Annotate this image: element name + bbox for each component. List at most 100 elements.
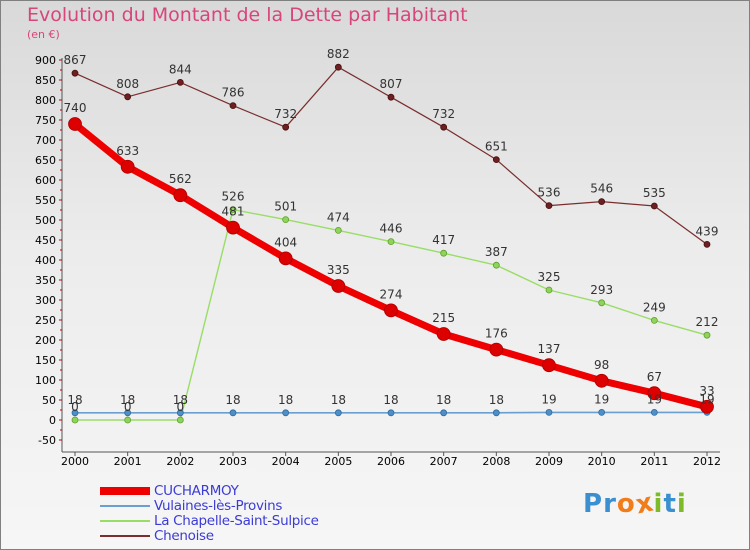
data-label-vulaines-les-provins: 18 — [331, 393, 346, 407]
data-point-la-chapelle-saint-sulpice — [229, 206, 237, 214]
data-label-vulaines-les-provins: 18 — [278, 393, 293, 407]
chart-title: Evolution du Montant de la Dette par Hab… — [27, 4, 468, 26]
y-tick-label: 550 — [35, 194, 56, 207]
x-tick-label: 2012 — [693, 455, 721, 468]
data-point-cucharmoy — [647, 386, 662, 401]
y-tick-label: 450 — [35, 234, 56, 247]
logo-letter: o — [616, 489, 636, 519]
data-point-la-chapelle-saint-sulpice — [492, 261, 500, 269]
data-label-cucharmoy: 404 — [274, 235, 297, 249]
data-point-cucharmoy — [594, 373, 609, 388]
data-point-la-chapelle-saint-sulpice — [282, 216, 290, 224]
y-tick-label: 650 — [35, 154, 56, 167]
data-label-vulaines-les-provins: 19 — [594, 392, 609, 406]
x-tick-label: 2008 — [482, 455, 510, 468]
x-tick-label: 2009 — [535, 455, 563, 468]
x-tick-label: 2007 — [430, 455, 458, 468]
data-label-chenoise: 732 — [432, 107, 455, 121]
y-tick-label: 100 — [35, 374, 56, 387]
y-tick-label: 700 — [35, 134, 56, 147]
x-tick-label: 2011 — [640, 455, 668, 468]
data-point-la-chapelle-saint-sulpice — [71, 416, 79, 424]
chart-subtitle: (en €) — [27, 28, 60, 41]
data-point-cucharmoy — [331, 279, 346, 293]
y-tick-label: 900 — [35, 54, 56, 67]
logo-letter: P — [583, 489, 604, 519]
data-label-la-chapelle-saint-sulpice: 501 — [274, 200, 297, 214]
data-point-la-chapelle-saint-sulpice — [545, 286, 553, 294]
data-point-chenoise — [387, 93, 395, 101]
x-tick-label: 2000 — [61, 455, 89, 468]
data-label-la-chapelle-saint-sulpice: 0 — [177, 400, 185, 414]
data-point-cucharmoy — [700, 399, 714, 414]
legend-label: CUCHARMOY — [154, 483, 239, 499]
legend-label: Chenoise — [154, 528, 214, 544]
y-tick-label: 150 — [35, 354, 56, 367]
y-tick-label: 850 — [35, 74, 56, 87]
data-point-chenoise — [703, 240, 711, 248]
data-label-chenoise: 651 — [485, 140, 508, 154]
data-point-la-chapelle-saint-sulpice — [387, 238, 395, 246]
legend-swatch — [100, 520, 150, 522]
logo-letter: i — [676, 489, 687, 519]
data-point-cucharmoy — [384, 303, 398, 318]
data-point-chenoise — [176, 79, 184, 86]
data-label-la-chapelle-saint-sulpice: 474 — [327, 210, 350, 224]
data-label-vulaines-les-provins: 18 — [67, 393, 82, 407]
data-point-vulaines-les-provins — [124, 409, 132, 417]
data-label-la-chapelle-saint-sulpice: 446 — [380, 222, 403, 236]
data-label-la-chapelle-saint-sulpice: 0 — [124, 400, 132, 414]
data-label-cucharmoy: 176 — [485, 327, 508, 341]
y-tick-label: 750 — [35, 114, 56, 127]
data-point-la-chapelle-saint-sulpice — [440, 249, 448, 257]
data-label-vulaines-les-provins: 19 — [541, 392, 556, 406]
data-point-vulaines-les-provins — [545, 408, 553, 416]
data-label-chenoise: 439 — [696, 224, 719, 238]
data-label-chenoise: 808 — [116, 77, 139, 91]
proxiti-logo: Proxiti — [583, 487, 687, 520]
data-point-cucharmoy — [436, 327, 451, 341]
data-label-cucharmoy: 562 — [169, 172, 192, 186]
data-label-chenoise: 807 — [380, 77, 403, 91]
y-tick-label: 600 — [35, 174, 56, 187]
data-label-la-chapelle-saint-sulpice: 526 — [222, 190, 245, 204]
data-label-cucharmoy: 633 — [116, 144, 139, 158]
legend-item-la-chapelle-saint-sulpice: La Chapelle-Saint-Sulpice — [100, 513, 380, 529]
data-point-chenoise — [124, 93, 132, 101]
logo-letter: i — [653, 489, 664, 519]
data-label-vulaines-les-provins: 18 — [225, 393, 240, 407]
data-point-vulaines-les-provins — [598, 408, 606, 416]
data-point-chenoise — [492, 156, 500, 164]
series-line-cucharmoy — [72, 121, 708, 411]
data-label-chenoise: 732 — [274, 107, 297, 121]
data-point-vulaines-les-provins — [282, 409, 290, 417]
data-label-vulaines-les-provins: 18 — [436, 393, 451, 407]
legend-swatch — [100, 487, 150, 495]
data-point-la-chapelle-saint-sulpice — [650, 316, 658, 324]
data-point-chenoise — [650, 202, 658, 210]
y-tick-label: 400 — [35, 254, 56, 267]
legend-item-cucharmoy: CUCHARMOY — [100, 483, 380, 499]
data-point-vulaines-les-provins — [387, 409, 395, 417]
data-label-la-chapelle-saint-sulpice: 212 — [696, 315, 719, 329]
data-label-la-chapelle-saint-sulpice: 293 — [590, 283, 613, 297]
data-point-chenoise — [282, 123, 290, 131]
data-label-vulaines-les-provins: 18 — [120, 393, 135, 407]
x-tick-label: 2006 — [377, 455, 405, 468]
y-tick-label: 350 — [35, 274, 56, 287]
data-label-chenoise: 546 — [590, 182, 613, 196]
data-point-chenoise — [334, 63, 342, 71]
y-tick-label: 200 — [35, 334, 56, 347]
data-point-cucharmoy — [173, 188, 188, 203]
data-point-cucharmoy — [68, 117, 82, 131]
data-label-la-chapelle-saint-sulpice: 249 — [643, 300, 666, 314]
x-tick-label: 2004 — [272, 455, 300, 468]
data-point-vulaines-les-provins — [71, 409, 79, 417]
data-label-vulaines-les-provins: 18 — [489, 393, 504, 407]
y-tick-label: 0 — [49, 414, 56, 427]
data-label-cucharmoy: 98 — [594, 358, 609, 372]
data-point-la-chapelle-saint-sulpice — [124, 416, 132, 424]
data-point-vulaines-les-provins — [440, 409, 448, 417]
